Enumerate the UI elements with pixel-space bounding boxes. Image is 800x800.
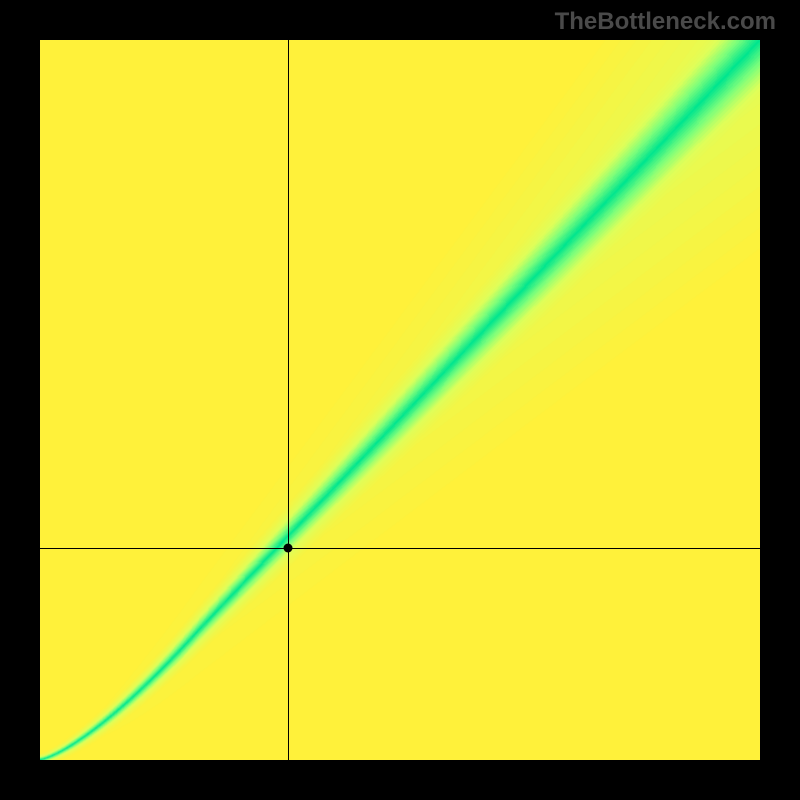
heatmap-chart xyxy=(40,40,760,760)
crosshair-vertical xyxy=(288,40,289,760)
crosshair-marker xyxy=(284,543,293,552)
crosshair-horizontal xyxy=(40,548,760,549)
heatmap-canvas xyxy=(40,40,760,760)
chart-container: TheBottleneck.com xyxy=(0,0,800,800)
watermark-text: TheBottleneck.com xyxy=(555,8,776,36)
